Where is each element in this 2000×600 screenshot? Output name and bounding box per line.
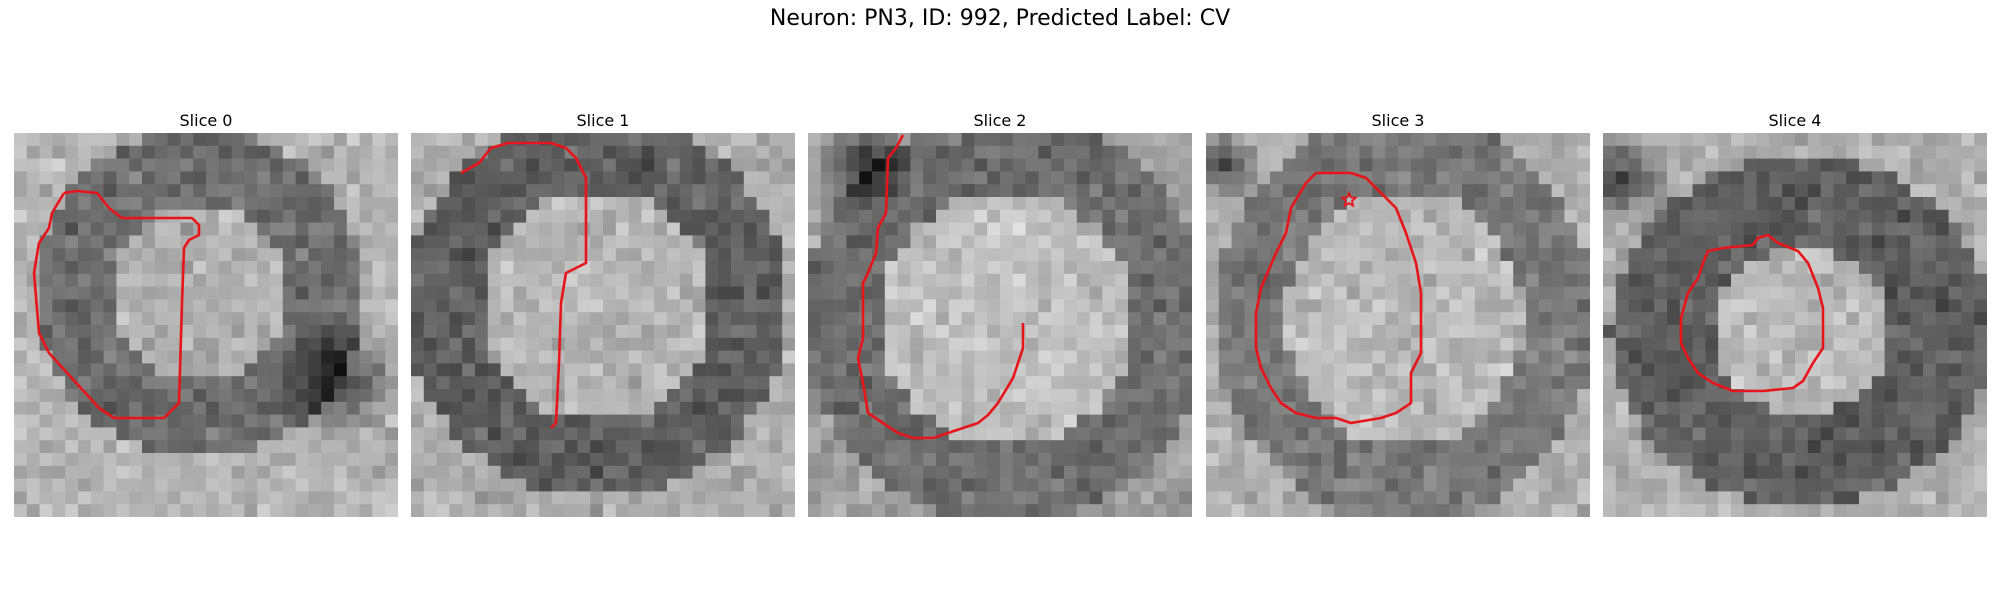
segmentation-contour-2	[856, 134, 1025, 440]
slice-title-0: Slice 0	[179, 111, 233, 130]
slice-image-3	[1206, 133, 1590, 517]
slice-image-1	[411, 133, 795, 517]
slice-pixels-4	[1603, 133, 1987, 517]
slice-image-0	[14, 133, 398, 517]
slice-title-1: Slice 1	[576, 111, 630, 130]
star-marker-icon	[1340, 190, 1358, 208]
slice-panel-3: Slice 3	[1206, 110, 1590, 517]
figure-title: Neuron: PN3, ID: 992, Predicted Label: C…	[769, 6, 1231, 31]
slice-pixels-3	[1206, 133, 1590, 517]
slice-title-2: Slice 2	[973, 111, 1027, 130]
slice-panel-0: Slice 0	[14, 110, 398, 517]
slice-pixels-2	[808, 133, 1192, 517]
slice-title-3: Slice 3	[1371, 111, 1425, 130]
segmentation-contour-1	[460, 141, 588, 429]
segmentation-contour-0	[32, 189, 201, 420]
slice-panel-1: Slice 1	[411, 110, 795, 517]
slice-panel-2: Slice 2	[808, 110, 1192, 517]
segmentation-contour-4	[1679, 233, 1825, 393]
segmentation-contour-3	[1254, 171, 1423, 425]
slice-image-2	[808, 133, 1192, 517]
slice-pixels-1	[411, 133, 795, 517]
slice-title-4: Slice 4	[1768, 111, 1822, 130]
slice-image-4	[1603, 133, 1987, 517]
slice-panel-4: Slice 4	[1603, 110, 1987, 517]
